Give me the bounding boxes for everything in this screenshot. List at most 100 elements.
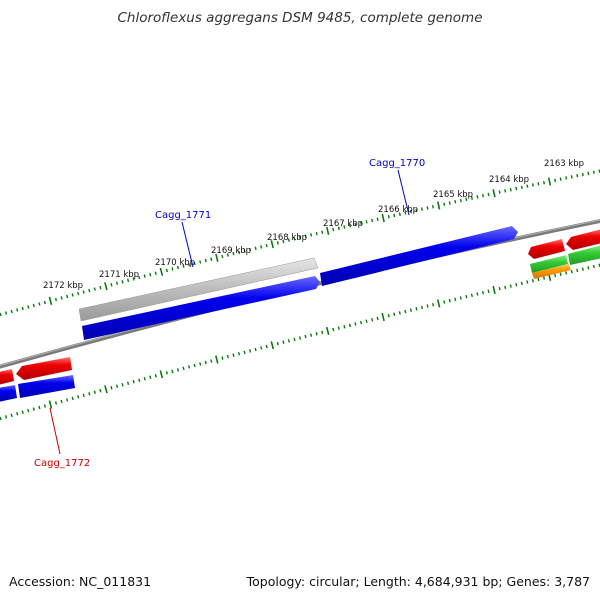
inner-minor-tick <box>526 280 529 284</box>
outer-minor-tick <box>188 263 191 267</box>
outer-minor-tick <box>371 218 374 223</box>
inner-minor-tick <box>254 347 257 352</box>
inner-minor-tick <box>531 279 534 283</box>
gene-feature-green-2[interactable] <box>568 245 600 265</box>
inner-minor-tick <box>415 307 418 311</box>
inner-minor-tick <box>121 383 124 387</box>
outer-minor-tick <box>193 261 196 266</box>
inner-minor-tick <box>149 375 152 379</box>
outer-minor-tick <box>376 217 379 221</box>
inner-major-tick <box>436 299 441 308</box>
inner-minor-tick <box>82 393 85 398</box>
tick-label-2166: 2166 kbp <box>378 205 418 215</box>
outer-minor-tick <box>470 196 473 200</box>
outer-minor-tick <box>88 288 91 293</box>
outer-minor-tick <box>581 172 584 177</box>
outer-minor-tick <box>182 264 185 268</box>
tick-label-2171: 2171 kbp <box>99 270 139 280</box>
gene-cds-red-left-1[interactable] <box>0 369 14 385</box>
gene-label-cagg-1771[interactable]: Cagg_1771 <box>155 210 211 221</box>
inner-minor-tick <box>138 378 141 382</box>
tick-label-2167: 2167 kbp <box>323 219 363 229</box>
gene-cds-red-right-2[interactable] <box>566 229 600 250</box>
outer-minor-tick <box>243 249 246 253</box>
inner-major-tick <box>325 326 330 336</box>
inner-minor-tick <box>337 326 340 330</box>
outer-minor-tick <box>260 245 263 249</box>
outer-major-tick <box>381 213 385 223</box>
inner-minor-tick <box>498 286 501 291</box>
outer-minor-tick <box>232 251 235 256</box>
inner-minor-tick <box>476 292 479 296</box>
outer-minor-tick <box>127 278 130 283</box>
gene-feature-green-1[interactable] <box>530 255 568 273</box>
inner-minor-tick <box>32 407 35 411</box>
inner-minor-tick <box>132 380 135 384</box>
tick-label-2172: 2172 kbp <box>43 281 83 291</box>
outer-minor-tick <box>565 176 568 180</box>
inner-minor-tick <box>504 285 507 290</box>
outer-minor-tick <box>32 303 35 308</box>
outer-minor-tick <box>60 296 63 300</box>
inner-minor-tick <box>409 308 412 312</box>
gene-cds-red-left-2[interactable] <box>16 357 72 380</box>
gene-label-cagg-1772[interactable]: Cagg_1772 <box>34 458 90 469</box>
outer-minor-tick <box>426 206 429 210</box>
outer-minor-tick <box>249 247 252 252</box>
inner-minor-tick <box>0 416 2 421</box>
inner-minor-tick <box>542 276 546 280</box>
gene-cds-blue-left-2[interactable] <box>18 375 75 398</box>
inner-minor-tick <box>304 334 307 339</box>
gene-feature-orange[interactable] <box>532 264 571 279</box>
tick-label-2165: 2165 kbp <box>433 190 473 200</box>
gene-cds-blue-cagg-1771[interactable] <box>82 276 320 340</box>
tick-label-2164: 2164 kbp <box>489 175 529 185</box>
inner-minor-tick <box>509 284 512 288</box>
outer-minor-tick <box>537 182 540 186</box>
gene-cds-red-right-1[interactable] <box>528 239 565 259</box>
outer-minor-tick <box>154 271 157 275</box>
inner-minor-tick <box>554 273 557 278</box>
inner-minor-tick <box>332 327 335 332</box>
gene-cds-blue-left-1[interactable] <box>0 385 17 402</box>
outer-minor-tick <box>592 170 595 174</box>
outer-minor-tick <box>171 267 174 271</box>
inner-minor-tick <box>243 350 246 355</box>
inner-minor-tick <box>188 365 191 369</box>
outer-minor-tick <box>332 227 335 232</box>
inner-minor-tick <box>110 386 113 390</box>
inner-minor-tick <box>210 359 213 363</box>
outer-minor-tick <box>110 283 113 287</box>
inner-minor-tick <box>581 267 584 271</box>
outer-minor-tick <box>515 186 518 191</box>
outer-minor-tick <box>409 209 412 214</box>
inner-minor-tick <box>221 356 224 360</box>
inner-minor-tick <box>43 404 46 408</box>
outer-minor-tick <box>43 300 46 305</box>
outer-minor-tick <box>504 189 507 193</box>
outer-minor-tick <box>387 215 390 219</box>
outer-minor-tick <box>459 198 462 203</box>
gene-feature-gray[interactable] <box>78 257 319 322</box>
outer-minor-tick <box>448 201 451 205</box>
outer-tick-track <box>0 169 600 317</box>
outer-minor-tick <box>343 225 346 229</box>
outer-minor-tick <box>21 306 24 311</box>
inner-minor-tick <box>559 272 562 276</box>
inner-minor-tick <box>93 390 96 394</box>
inner-minor-tick <box>193 363 196 368</box>
inner-minor-tick <box>10 413 13 418</box>
inner-minor-tick <box>165 371 168 375</box>
inner-minor-tick <box>310 333 313 337</box>
inner-minor-tick <box>38 405 41 410</box>
inner-minor-tick <box>426 304 429 308</box>
inner-minor-tick <box>143 377 146 381</box>
gene-cds-blue-cagg-1770[interactable] <box>320 226 518 286</box>
outer-minor-tick <box>132 277 135 281</box>
inner-minor-tick <box>393 312 396 316</box>
outer-minor-tick <box>38 302 41 306</box>
gene-label-cagg-1770[interactable]: Cagg_1770 <box>369 158 425 169</box>
outer-minor-tick <box>149 272 152 277</box>
inner-minor-tick <box>77 395 80 399</box>
